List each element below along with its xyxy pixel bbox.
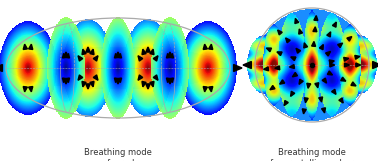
Polygon shape — [319, 45, 323, 50]
Polygon shape — [356, 63, 361, 67]
Polygon shape — [295, 18, 299, 24]
Polygon shape — [153, 75, 158, 80]
Polygon shape — [29, 86, 33, 92]
Polygon shape — [329, 60, 334, 64]
Polygon shape — [345, 63, 349, 67]
Polygon shape — [115, 53, 118, 58]
Polygon shape — [138, 75, 143, 80]
Text: Breathing mode
of a crystalline sphere: Breathing mode of a crystalline sphere — [265, 148, 359, 161]
Polygon shape — [116, 80, 120, 84]
Polygon shape — [234, 65, 242, 71]
Polygon shape — [82, 81, 86, 87]
Polygon shape — [339, 98, 343, 103]
Polygon shape — [243, 62, 251, 68]
Text: Breathing mode
of a rod: Breathing mode of a rod — [84, 148, 152, 161]
Polygon shape — [138, 56, 143, 61]
Polygon shape — [93, 75, 98, 80]
Polygon shape — [296, 48, 301, 53]
Polygon shape — [168, 80, 172, 84]
Polygon shape — [322, 108, 325, 113]
Polygon shape — [93, 56, 98, 61]
Polygon shape — [332, 89, 336, 94]
Polygon shape — [325, 51, 330, 56]
Polygon shape — [23, 44, 28, 49]
Polygon shape — [209, 44, 213, 49]
Polygon shape — [86, 84, 90, 89]
Polygon shape — [280, 80, 285, 84]
Polygon shape — [146, 84, 150, 89]
Polygon shape — [293, 72, 297, 77]
Polygon shape — [315, 83, 319, 88]
Polygon shape — [150, 49, 154, 55]
Polygon shape — [90, 49, 94, 55]
Polygon shape — [319, 97, 322, 102]
Polygon shape — [351, 82, 356, 86]
Polygon shape — [344, 57, 349, 61]
Polygon shape — [299, 29, 302, 34]
Polygon shape — [275, 66, 280, 70]
Polygon shape — [302, 109, 306, 114]
Polygon shape — [170, 53, 174, 58]
Polygon shape — [64, 80, 68, 84]
Polygon shape — [90, 81, 94, 87]
Polygon shape — [277, 30, 282, 35]
Polygon shape — [209, 86, 213, 92]
Polygon shape — [142, 49, 146, 55]
Polygon shape — [266, 48, 271, 52]
Polygon shape — [347, 37, 352, 41]
Polygon shape — [299, 79, 303, 84]
Polygon shape — [118, 53, 121, 58]
Polygon shape — [203, 86, 208, 92]
Polygon shape — [62, 78, 66, 83]
Polygon shape — [341, 77, 346, 81]
Polygon shape — [330, 63, 335, 67]
Polygon shape — [311, 41, 316, 46]
Polygon shape — [150, 81, 154, 87]
Polygon shape — [270, 85, 275, 90]
Polygon shape — [291, 91, 295, 96]
Polygon shape — [286, 38, 290, 43]
Polygon shape — [263, 67, 268, 71]
Polygon shape — [66, 78, 70, 83]
Polygon shape — [307, 83, 311, 88]
Polygon shape — [115, 78, 118, 83]
Polygon shape — [116, 52, 120, 56]
Polygon shape — [78, 56, 83, 61]
Polygon shape — [284, 100, 288, 106]
Polygon shape — [291, 57, 296, 61]
Polygon shape — [322, 78, 327, 83]
Polygon shape — [203, 44, 208, 49]
Polygon shape — [62, 53, 66, 58]
Polygon shape — [327, 71, 333, 75]
Polygon shape — [64, 52, 68, 56]
Polygon shape — [304, 98, 308, 103]
Polygon shape — [0, 65, 2, 71]
Polygon shape — [82, 49, 86, 55]
Polygon shape — [168, 52, 172, 56]
Polygon shape — [78, 75, 83, 80]
Polygon shape — [29, 44, 33, 49]
Polygon shape — [86, 47, 90, 52]
Polygon shape — [166, 78, 170, 83]
Polygon shape — [338, 43, 342, 48]
Polygon shape — [373, 62, 378, 68]
Polygon shape — [313, 27, 317, 32]
Polygon shape — [153, 56, 158, 61]
Polygon shape — [166, 53, 170, 58]
Polygon shape — [118, 78, 121, 83]
Polygon shape — [332, 22, 336, 27]
Polygon shape — [314, 16, 318, 20]
Polygon shape — [277, 52, 282, 56]
Polygon shape — [355, 55, 360, 59]
Polygon shape — [304, 43, 308, 48]
Polygon shape — [146, 47, 150, 52]
Polygon shape — [290, 65, 294, 69]
Polygon shape — [23, 86, 28, 92]
Polygon shape — [142, 81, 146, 87]
Polygon shape — [327, 32, 331, 37]
Polygon shape — [170, 78, 174, 83]
Polygon shape — [66, 53, 70, 58]
